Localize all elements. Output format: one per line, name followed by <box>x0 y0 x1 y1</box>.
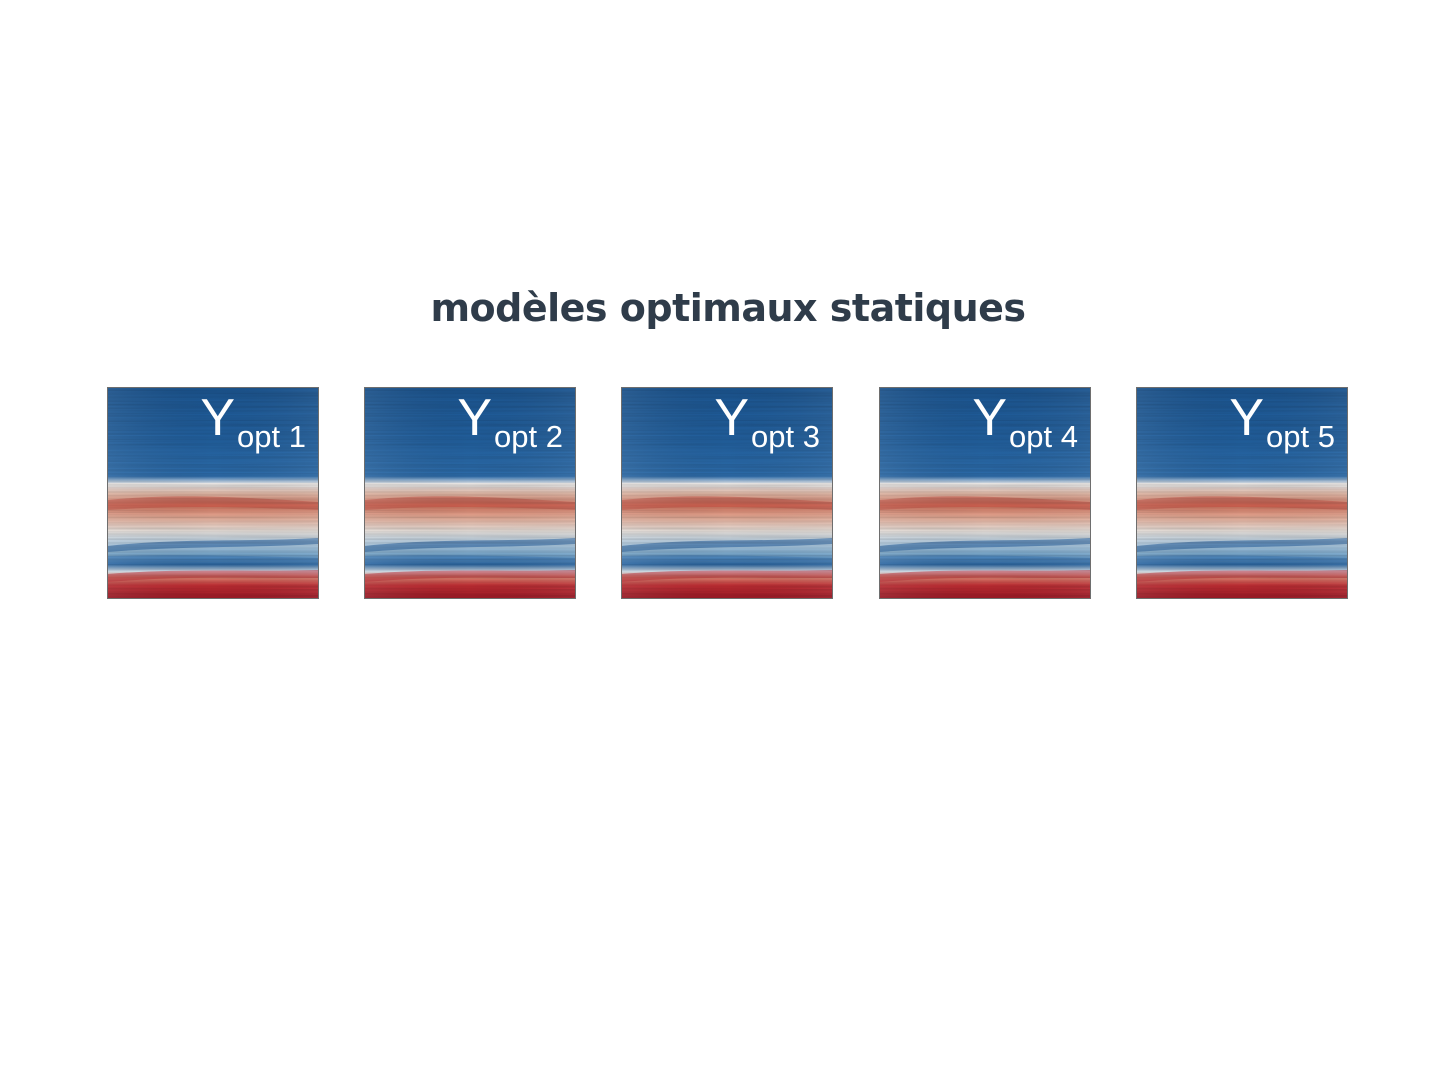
heatmap-panel-2: Yopt 2 <box>364 387 576 599</box>
panel-label: Yopt 4 <box>972 389 1078 452</box>
panel-label-symbol: Y <box>714 389 750 447</box>
heatmap-panel-3: Yopt 3 <box>621 387 833 599</box>
heatmap-image <box>880 388 1090 598</box>
heatmap-panel-4: Yopt 4 <box>879 387 1091 599</box>
heatmap-panel-5: Yopt 5 <box>1136 387 1348 599</box>
panel-label: Yopt 5 <box>1229 389 1335 452</box>
panel-label-symbol: Y <box>1229 389 1265 447</box>
panel-label-symbol: Y <box>972 389 1008 447</box>
panel-label: Yopt 3 <box>714 389 820 452</box>
panel-label-subscript: opt 4 <box>1009 419 1078 454</box>
panel-label-subscript: opt 1 <box>237 419 306 454</box>
heatmap-image <box>622 388 832 598</box>
panel-label: Yopt 1 <box>200 389 306 452</box>
panel-label-subscript: opt 5 <box>1266 419 1335 454</box>
panel-label-symbol: Y <box>457 389 493 447</box>
heatmap-image <box>108 388 318 598</box>
heatmap-image <box>1137 388 1347 598</box>
heatmap-image <box>365 388 575 598</box>
panel-label-subscript: opt 3 <box>751 419 820 454</box>
panel-label: Yopt 2 <box>457 389 563 452</box>
slide-title: modèles optimaux statiques <box>430 286 1026 330</box>
panel-label-subscript: opt 2 <box>494 419 563 454</box>
panel-label-symbol: Y <box>200 389 236 447</box>
heatmap-panel-1: Yopt 1 <box>107 387 319 599</box>
